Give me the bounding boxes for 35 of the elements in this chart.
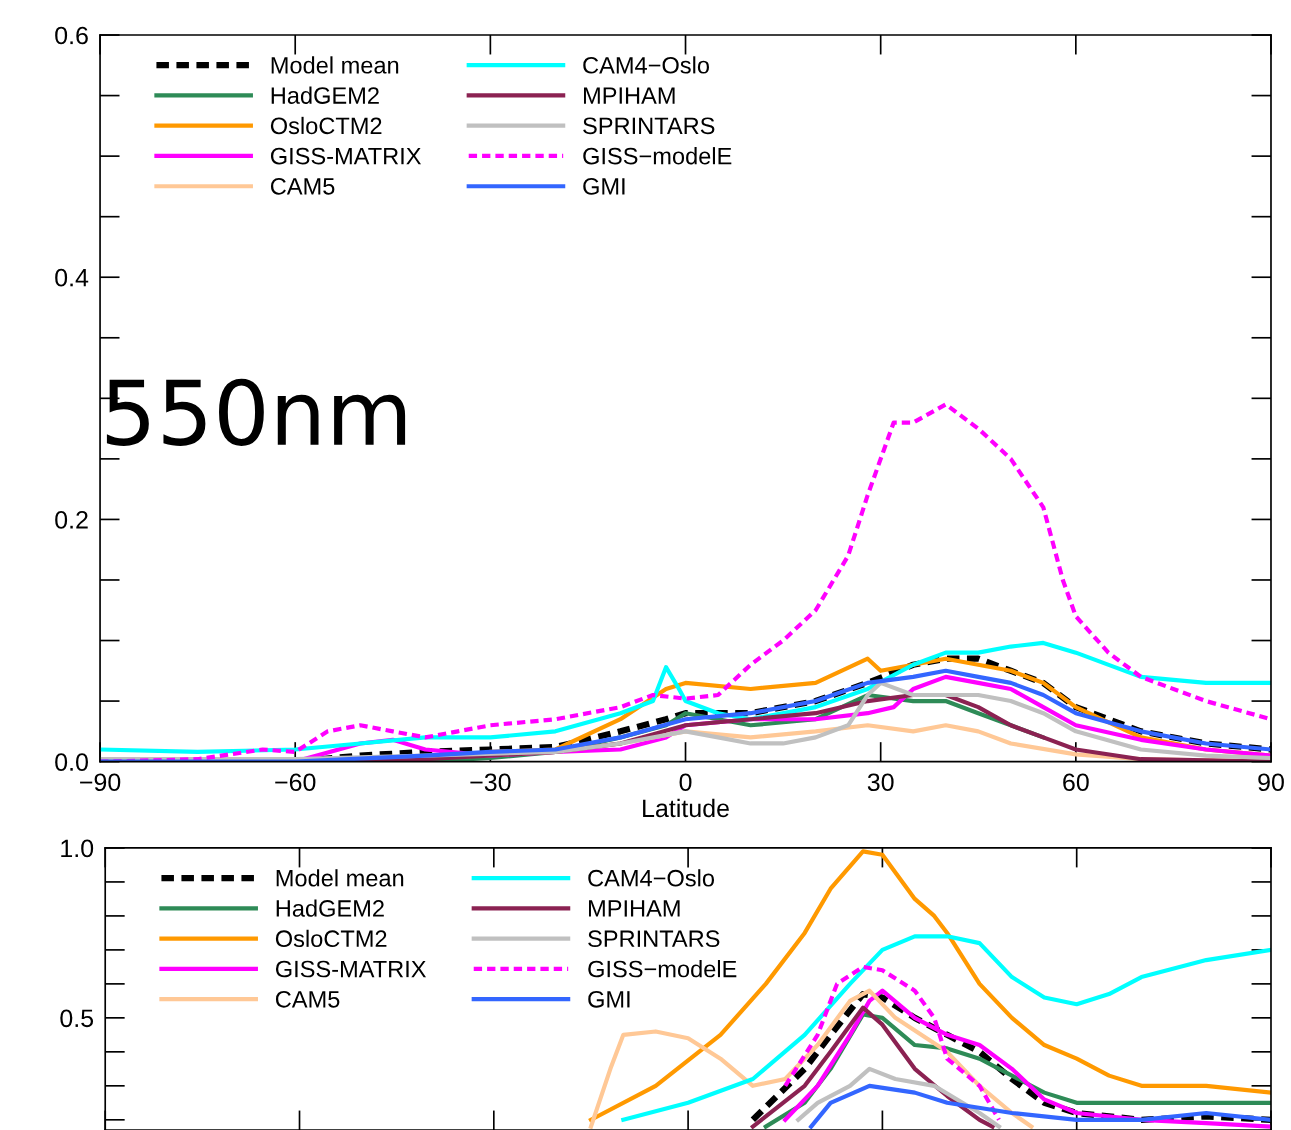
x-tick-label: 0 — [679, 773, 692, 792]
legend-label: GMI — [583, 178, 625, 195]
y-tick-label: 0.6 — [55, 26, 88, 45]
legend-label: OsloCTM2 — [270, 116, 382, 135]
legend-label: GISS-MATRIX — [275, 960, 427, 978]
legend-label: CAM4−Oslo — [583, 56, 710, 74]
legend-label: HadGEM2 — [271, 86, 379, 104]
x-tick-label: 90 — [1258, 773, 1284, 792]
legend-label: Model mean — [276, 869, 404, 887]
y-tick-label: 0.0 — [55, 753, 88, 771]
legend-label: GMI — [588, 990, 630, 1008]
legend-label: CAM4−Oslo — [588, 869, 715, 887]
legend-label: CAM5 — [275, 990, 340, 1008]
y-tick-label: 1.0 — [61, 839, 94, 858]
y-tick-label: 0.2 — [55, 511, 88, 529]
x-tick-label: 30 — [867, 773, 894, 792]
y-tick-label: 0.4 — [55, 268, 89, 287]
y-tick-label: 0.5 — [60, 1009, 94, 1028]
x-tick-label: 60 — [1063, 773, 1089, 792]
x-axis-title: Latitude — [643, 798, 729, 818]
legend-label: MPIHAM — [589, 900, 680, 917]
annotation: 550nm — [106, 378, 406, 446]
legend-label: GISS−modelE — [583, 147, 732, 165]
legend-label: GISS−modelE — [588, 960, 737, 978]
legend-label: Model mean — [271, 56, 399, 74]
x-tick-label: −30 — [470, 773, 511, 792]
legend-label: SPRINTARS — [588, 930, 720, 948]
x-tick-label: −60 — [275, 773, 316, 792]
legend-label: MPIHAM — [584, 87, 675, 104]
legend-label: OsloCTM2 — [275, 929, 387, 948]
legend-label: GISS-MATRIX — [270, 147, 422, 165]
legend-label: SPRINTARS — [583, 117, 715, 135]
legend-label: HadGEM2 — [276, 899, 384, 917]
legend-label: CAM5 — [270, 178, 335, 195]
x-tick-label: −90 — [80, 773, 121, 792]
